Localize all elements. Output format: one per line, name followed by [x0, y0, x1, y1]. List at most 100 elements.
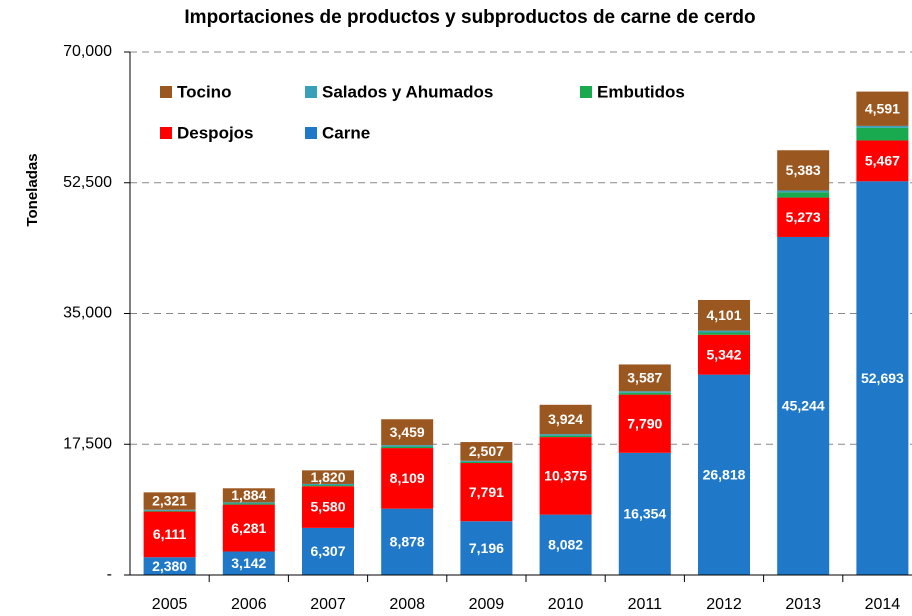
legend-label: Embutidos	[597, 82, 685, 101]
data-label: 5,383	[786, 162, 821, 178]
legend-swatch	[160, 86, 172, 98]
legend-swatch	[580, 86, 592, 98]
data-label: 7,790	[627, 415, 662, 431]
bar-segment	[618, 364, 671, 392]
bar-segment	[143, 509, 196, 511]
bar-segment	[222, 502, 275, 504]
y-axis-label: Toneladas	[24, 153, 41, 226]
bar-segment	[460, 442, 513, 461]
bar-segment	[777, 236, 830, 575]
legend-swatch	[160, 127, 172, 139]
data-label: 8,082	[548, 537, 583, 553]
data-label: 5,342	[706, 346, 741, 362]
bar-segment	[143, 557, 196, 575]
y-tick-label: 35,000	[63, 305, 112, 322]
data-label: 2,380	[152, 558, 187, 574]
x-tick-label: 2012	[706, 596, 742, 613]
bar-segment	[618, 452, 671, 575]
bar-segment	[381, 448, 434, 509]
data-label: 52,693	[861, 370, 904, 386]
x-tick-label: 2013	[785, 596, 821, 613]
data-label: 5,273	[786, 209, 821, 225]
legend-label: Despojos	[177, 123, 254, 142]
data-label: 5,580	[310, 499, 345, 515]
x-tick-label: 2008	[389, 596, 425, 613]
data-label: 8,109	[390, 470, 425, 486]
data-label: 5,467	[865, 153, 900, 169]
bar-segment	[222, 503, 275, 505]
legend-swatch	[305, 127, 317, 139]
y-tick-label: 17,500	[63, 435, 112, 452]
bar-segment	[539, 437, 592, 515]
bar-segment	[381, 419, 434, 446]
bar-segment	[143, 511, 196, 558]
bar-segment	[698, 299, 750, 331]
data-label: 4,101	[706, 307, 741, 323]
bar-segment	[302, 470, 354, 484]
bar-segment	[222, 488, 275, 503]
bar-segment	[856, 125, 909, 128]
bar-segment	[698, 332, 750, 335]
chart-title: Importaciones de productos y subproducto…	[184, 7, 755, 28]
y-tick-label: 52,500	[63, 174, 112, 191]
data-label: 1,884	[231, 487, 266, 503]
bar-segment	[856, 91, 909, 126]
bar-segment	[539, 514, 592, 575]
bar-segment	[539, 434, 592, 436]
data-label: 8,878	[390, 534, 425, 550]
legend-swatch	[305, 86, 317, 98]
x-tick-label: 2006	[231, 596, 267, 613]
data-label: 6,281	[231, 520, 266, 536]
bar-segment	[856, 140, 909, 182]
data-label: 2,507	[469, 443, 504, 459]
x-tick-label: 2014	[865, 596, 901, 613]
bar-segment	[618, 394, 671, 453]
bar-segment	[856, 181, 909, 575]
bar-segment	[539, 404, 592, 435]
data-label: 7,196	[469, 540, 504, 556]
x-tick-label: 2005	[152, 596, 188, 613]
y-tick-label: -	[107, 566, 112, 583]
data-label: 6,307	[310, 543, 345, 559]
bar-segment	[460, 460, 513, 462]
bar-segment	[143, 510, 196, 512]
bar-segment	[222, 551, 275, 575]
bar-segment	[698, 374, 750, 575]
x-tick-label: 2009	[469, 596, 505, 613]
bar-segment	[698, 334, 750, 375]
data-label: 4,591	[865, 100, 900, 116]
bar-segment	[460, 461, 513, 464]
bar-segment	[460, 463, 513, 522]
bar-segment	[777, 190, 830, 193]
legend-label: Salados y Ahumados	[322, 82, 493, 101]
bar-segment	[381, 508, 434, 575]
bar-segment	[777, 192, 830, 198]
bar-segment	[777, 197, 830, 237]
data-label: 1,820	[310, 469, 345, 485]
data-label: 6,111	[153, 526, 187, 542]
bar-segment	[143, 492, 196, 510]
legend-label: Carne	[322, 123, 370, 142]
bar-segment	[222, 504, 275, 552]
data-label: 3,587	[627, 370, 662, 386]
bar-segment	[856, 127, 909, 141]
bar-segment	[777, 150, 830, 191]
data-label: 3,459	[390, 424, 425, 440]
data-label: 16,354	[623, 506, 666, 522]
data-label: 7,791	[469, 484, 504, 500]
bar-segment	[618, 391, 671, 393]
data-label: 45,244	[782, 398, 825, 414]
data-label: 3,924	[548, 411, 583, 427]
x-tick-label: 2010	[548, 596, 584, 613]
bar-segment	[618, 392, 671, 395]
bar-segment	[302, 483, 354, 486]
bar-segment	[302, 485, 354, 487]
y-tick-label: 70,000	[63, 43, 112, 60]
bar-segment	[381, 446, 434, 449]
data-label: 10,375	[544, 468, 587, 484]
legend-label: Tocino	[177, 82, 231, 101]
bar-segment	[302, 486, 354, 528]
data-label: 26,818	[703, 467, 746, 483]
x-tick-label: 2011	[628, 596, 663, 613]
